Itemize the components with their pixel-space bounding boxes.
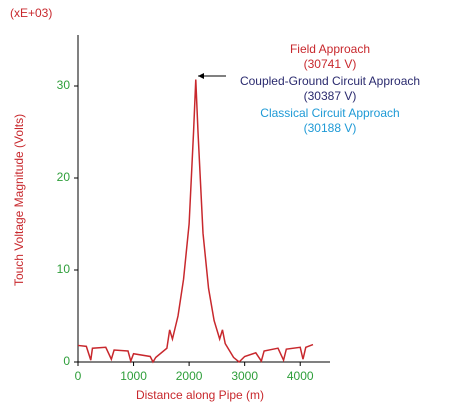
y-tick-label: 10 xyxy=(57,262,71,276)
series-line xyxy=(77,79,314,364)
x-tick-label: 1000 xyxy=(120,369,147,383)
y-tick-label: 30 xyxy=(57,78,71,92)
annotation-title: Classical Circuit Approach xyxy=(260,106,399,120)
arrow-head xyxy=(198,73,204,79)
annotation-title: Coupled-Ground Circuit Approach xyxy=(240,74,420,88)
annotation-value: (30188 V) xyxy=(304,121,357,135)
x-tick-label: 4000 xyxy=(287,369,314,383)
x-axis-label: Distance along Pipe (m) xyxy=(136,388,264,402)
annotation-value: (30387 V) xyxy=(304,89,357,103)
multiplier-label: (xE+03) xyxy=(10,6,52,20)
y-axis-label: Touch Voltage Magnitude (Volts) xyxy=(12,114,26,286)
annotation-title: Field Approach xyxy=(290,42,370,56)
annotation-value: (30741 V) xyxy=(304,57,357,71)
x-tick-label: 0 xyxy=(75,369,82,383)
y-tick-label: 0 xyxy=(63,354,70,368)
y-tick-label: 20 xyxy=(57,170,71,184)
x-tick-label: 3000 xyxy=(231,369,258,383)
x-tick-label: 2000 xyxy=(176,369,203,383)
